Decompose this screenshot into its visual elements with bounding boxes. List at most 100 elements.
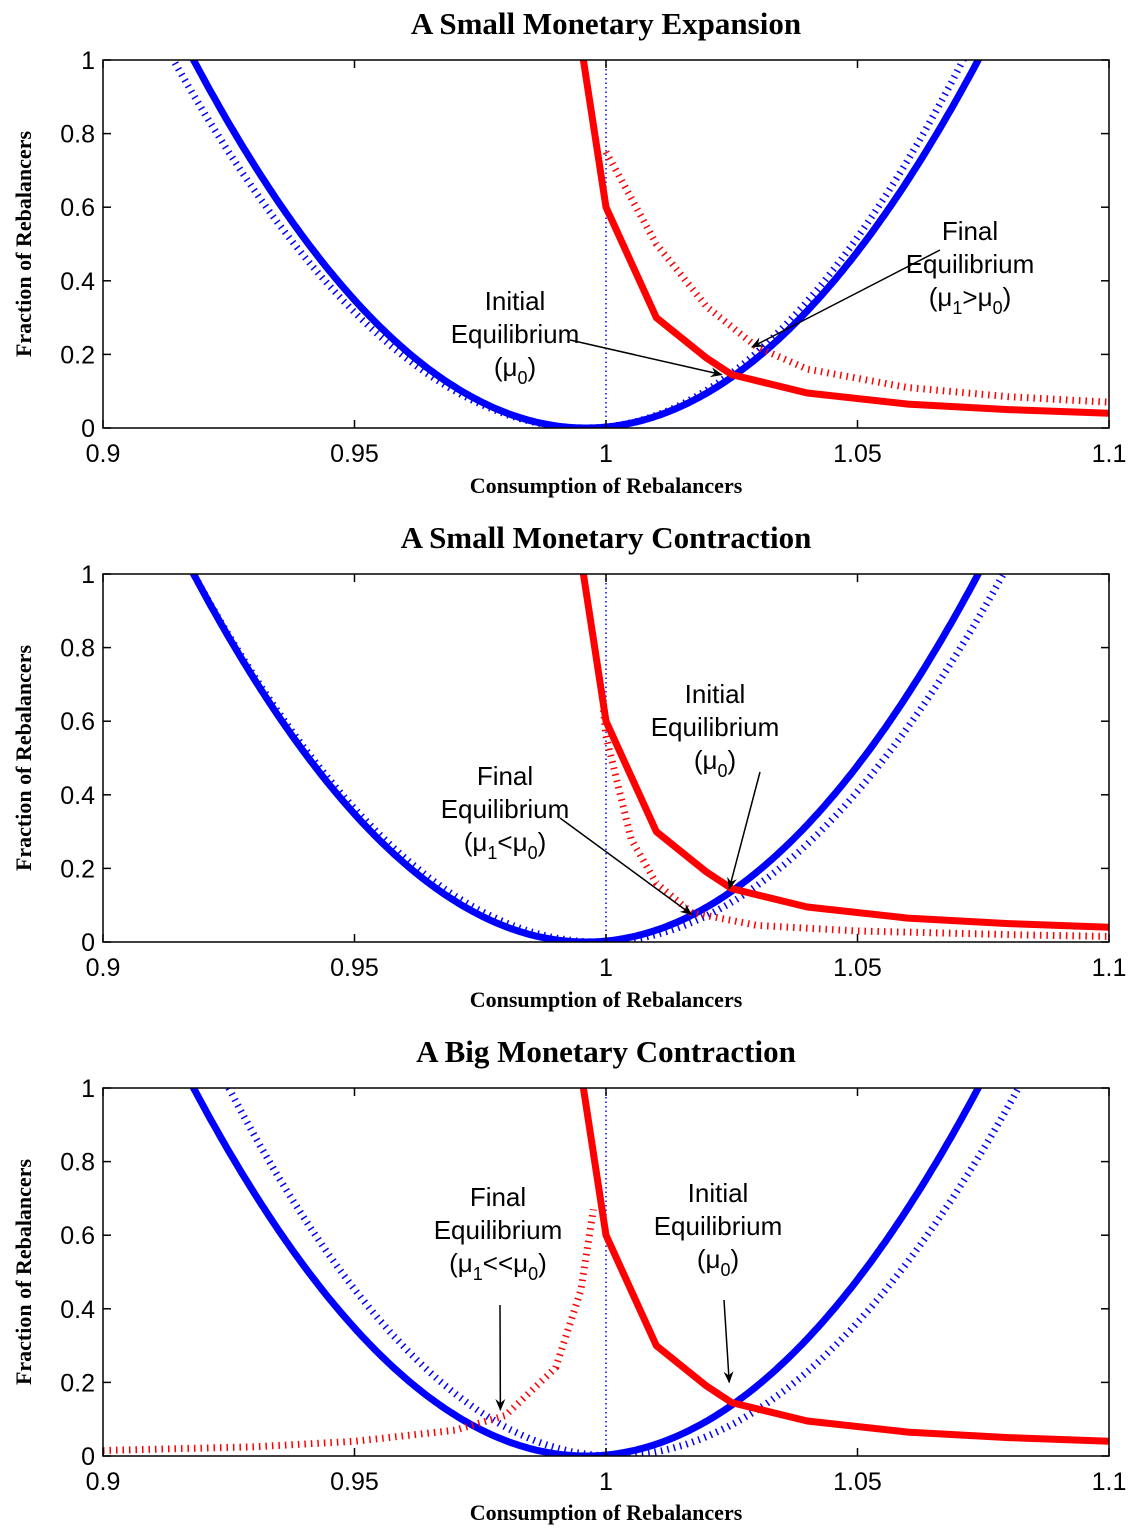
y-axis-label: Fraction of Rebalancers: [11, 131, 36, 357]
series-red-dotted: [600, 709, 1109, 940]
mu-subscript: 1: [487, 843, 497, 863]
chart-panel-3: A Big Monetary Contraction Consumption of…: [11, 1034, 1126, 1525]
x-tick-label: 1: [599, 440, 613, 468]
mu-text: ): [538, 827, 547, 857]
mu-text: ): [727, 745, 736, 775]
annotation-line: Initial: [688, 1178, 749, 1208]
x-tick-label: 1.05: [833, 954, 882, 982]
mu-subscript: 0: [528, 1264, 538, 1284]
annotation-arrow: [750, 249, 941, 348]
x-tick-label: 0.9: [86, 440, 121, 468]
y-tick-label: 0.4: [60, 268, 95, 296]
y-tick-label: 0.4: [60, 782, 95, 810]
mu-subscript: 0: [528, 843, 538, 863]
x-axis-label: Consumption of Rebalancers: [470, 473, 743, 498]
y-tick-label: 0.6: [60, 1222, 95, 1250]
y-tick-label: 0: [81, 415, 95, 443]
chart-panel-2: A Small Monetary Contraction Consumption …: [11, 520, 1126, 1012]
x-tick-label: 1.1: [1092, 440, 1127, 468]
annotation-mu: (μ1>μ0): [929, 282, 1012, 318]
mu-text: <μ: [497, 827, 527, 857]
x-tick-label: 0.95: [330, 1468, 379, 1496]
series-blue-solid: [189, 574, 983, 942]
mu-text: (μ: [929, 282, 953, 312]
series-red-dotted: [103, 1208, 597, 1454]
annotation-line: Final: [470, 1182, 526, 1212]
y-tick-label: 1: [81, 561, 95, 589]
y-tick-label: 0.2: [60, 1369, 95, 1397]
mu-subscript: 1: [952, 298, 962, 318]
mu-subscript: 0: [720, 1260, 730, 1280]
mu-text: (μ: [464, 827, 488, 857]
mu-text: (μ: [449, 1248, 473, 1278]
annotation-mu: (μ1<<μ0): [449, 1248, 547, 1284]
y-tick-label: 0: [81, 1443, 95, 1471]
x-tick-label: 1.05: [833, 1468, 882, 1496]
chart-title: A Small Monetary Expansion: [411, 6, 801, 41]
annotation-line: Equilibrium: [651, 712, 780, 742]
x-tick-label: 0.95: [330, 440, 379, 468]
mu-text: ): [730, 1244, 739, 1274]
mu-text: ): [1003, 282, 1012, 312]
series-red-dotted: [602, 150, 1109, 406]
mu-text: >μ: [962, 282, 992, 312]
annotation-line: Equilibrium: [654, 1211, 783, 1241]
annotation-arrow: [727, 771, 761, 890]
y-tick-label: 0.2: [60, 341, 95, 369]
y-tick-label: 0.6: [60, 708, 95, 736]
y-tick-label: 0.8: [60, 121, 95, 149]
chart-title: A Big Monetary Contraction: [416, 1034, 796, 1069]
plot-area: [189, 574, 1109, 942]
mu-text: (μ: [494, 352, 518, 382]
x-tick-label: 0.9: [86, 1468, 121, 1496]
annotation-arrow: [723, 1299, 734, 1384]
annotation-line: Final: [477, 761, 533, 791]
annotation-arrow: [569, 339, 723, 378]
annotation-mu: (μ0): [494, 352, 536, 388]
x-axis-label: Consumption of Rebalancers: [470, 987, 743, 1012]
series-red-solid: [579, 1088, 1109, 1445]
series-red-solid: [579, 60, 1109, 417]
y-tick-label: 0.6: [60, 194, 95, 222]
annotation-arrow: [559, 817, 693, 916]
mu-text: (μ: [694, 745, 718, 775]
mu-subscript: 0: [517, 368, 527, 388]
y-tick-label: 0: [81, 929, 95, 957]
annotation-line: Final: [942, 216, 998, 246]
annotation-line: Equilibrium: [906, 249, 1035, 279]
mu-subscript: 1: [473, 1264, 483, 1284]
x-tick-label: 1.1: [1092, 954, 1127, 982]
annotation-line: Initial: [685, 679, 746, 709]
chart-title: A Small Monetary Contraction: [401, 520, 812, 555]
y-axis-label: Fraction of Rebalancers: [11, 1159, 36, 1385]
annotation-mu: (μ1<μ0): [464, 827, 547, 863]
x-tick-label: 0.9: [86, 954, 121, 982]
x-axis-label: Consumption of Rebalancers: [470, 1500, 743, 1525]
annotation-line: Equilibrium: [451, 319, 580, 349]
annotation-mu: (μ0): [694, 745, 736, 781]
x-tick-label: 0.95: [330, 954, 379, 982]
y-tick-label: 0.4: [60, 1296, 95, 1324]
mu-text: ): [538, 1248, 547, 1278]
annotation-line: Initial: [485, 286, 546, 316]
x-tick-label: 1.1: [1092, 1468, 1127, 1496]
mu-subscript: 0: [993, 298, 1003, 318]
series-red-solid: [579, 574, 1109, 931]
x-tick-label: 1: [599, 954, 613, 982]
y-axis-label: Fraction of Rebalancers: [11, 645, 36, 871]
x-tick-label: 1: [599, 1468, 613, 1496]
x-tick-label: 1.05: [833, 440, 882, 468]
mu-text: ): [527, 352, 536, 382]
mu-text: (μ: [697, 1244, 721, 1274]
annotation-line: Equilibrium: [434, 1215, 563, 1245]
y-tick-label: 0.8: [60, 635, 95, 663]
annotation-line: Equilibrium: [441, 794, 570, 824]
y-tick-label: 0.8: [60, 1149, 95, 1177]
mu-subscript: 0: [717, 761, 727, 781]
plot-area: [103, 1088, 1109, 1456]
